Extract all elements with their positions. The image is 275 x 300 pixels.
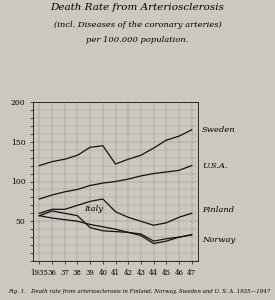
Text: Death Rate from Arteriosclerosis: Death Rate from Arteriosclerosis	[51, 3, 224, 12]
Text: U.S.A.: U.S.A.	[202, 162, 227, 170]
Text: Sweden: Sweden	[202, 126, 235, 134]
Text: Finland: Finland	[202, 206, 234, 214]
Text: Italy: Italy	[84, 205, 103, 213]
Text: Fig. 1.   Death rate from arteriosclerosis in Finland, Norway, Sweden and U. S. : Fig. 1. Death rate from arteriosclerosis…	[8, 289, 271, 294]
Text: Norway: Norway	[202, 236, 235, 244]
Text: (incl. Diseases of the coronary arteries): (incl. Diseases of the coronary arteries…	[54, 21, 221, 29]
Text: per 100.000 population.: per 100.000 population.	[86, 36, 189, 44]
